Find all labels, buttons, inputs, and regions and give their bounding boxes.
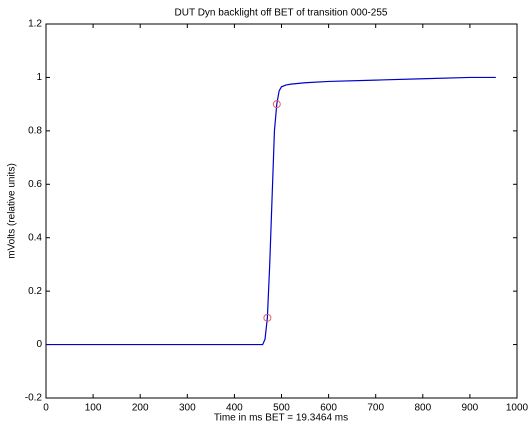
x-tick-label: 800 (414, 403, 431, 414)
x-tick-label: 600 (320, 403, 337, 414)
y-tick-label: 0.4 (28, 232, 42, 243)
x-tick-label: 400 (226, 403, 243, 414)
plot-frame (45, 23, 518, 399)
chart-title: DUT Dyn backlight off BET of transition … (175, 8, 388, 19)
y-tick-label: -0.2 (25, 393, 43, 404)
x-tick-label: 900 (462, 403, 479, 414)
y-tick-label: 0.6 (28, 179, 42, 190)
y-tick-label: 1 (36, 72, 42, 83)
x-tick-label: 1000 (506, 403, 529, 414)
y-tick-label: 0.8 (28, 125, 42, 136)
data-line (46, 76, 496, 346)
x-tick-label: 0 (43, 403, 49, 414)
point-marker (263, 313, 272, 322)
y-tick-label: 1.2 (28, 19, 42, 30)
x-tick-label: 500 (273, 403, 290, 414)
x-tick-label: 100 (85, 403, 102, 414)
x-tick-label: 200 (132, 403, 149, 414)
x-tick-label: 300 (179, 403, 196, 414)
x-tick-label: 700 (367, 403, 384, 414)
y-tick-label: 0.2 (28, 286, 42, 297)
y-axis-label: mVolts (relative units) (7, 163, 18, 259)
y-tick-label: 0 (36, 339, 42, 350)
x-axis-label: Time in ms BET = 19.3464 ms (214, 413, 348, 424)
point-marker (272, 100, 281, 109)
